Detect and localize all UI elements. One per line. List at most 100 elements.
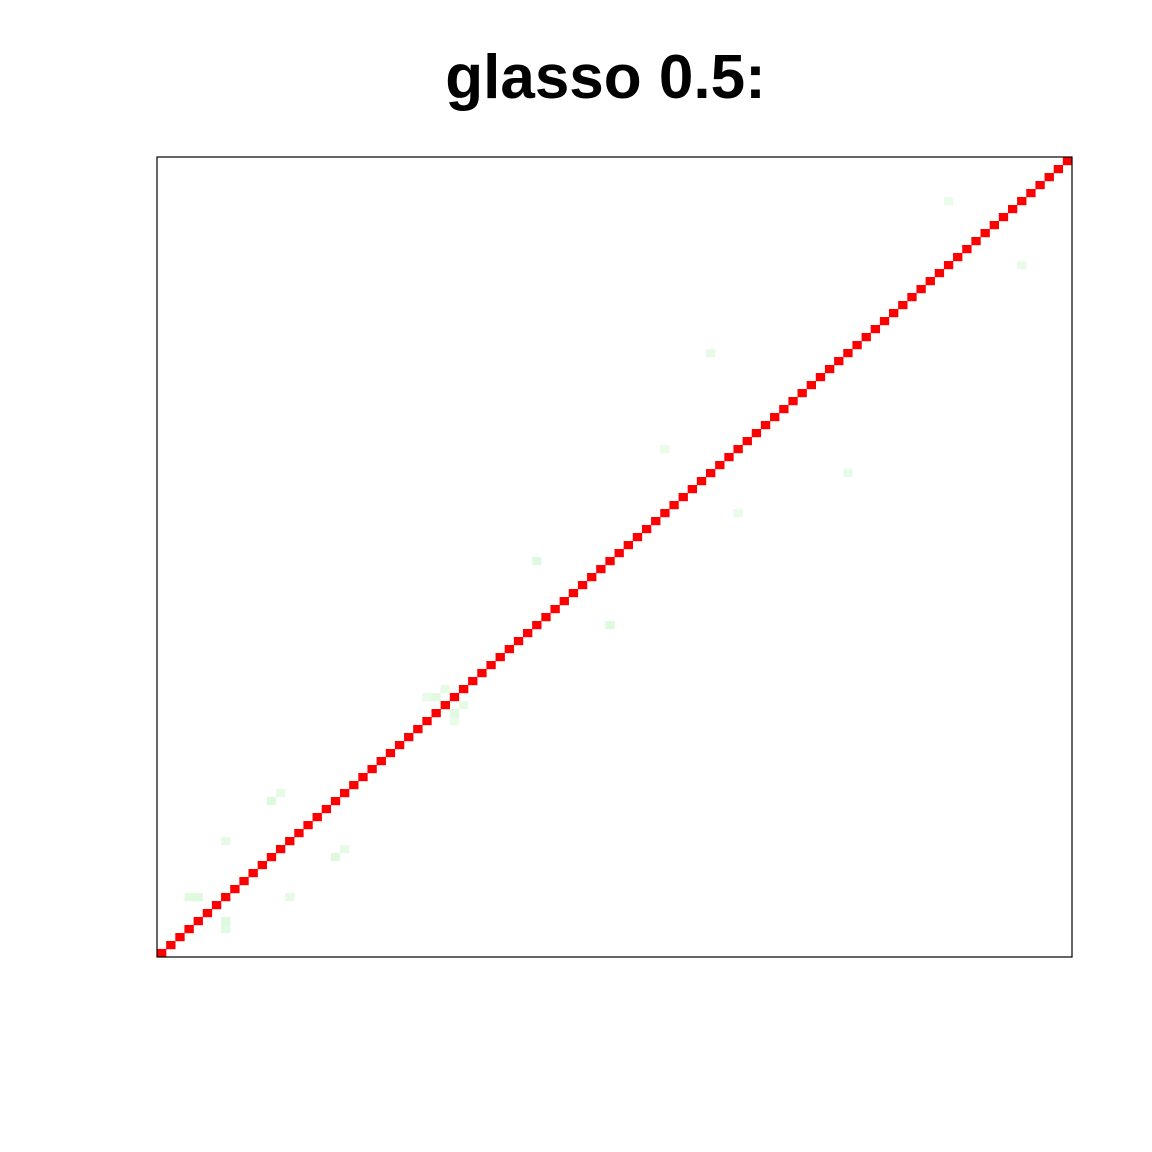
diagonal-cell bbox=[678, 493, 688, 502]
diagonal-cell bbox=[706, 469, 716, 478]
diagonal-cell bbox=[843, 349, 853, 358]
diagonal-cell bbox=[724, 453, 734, 462]
diagonal-cell bbox=[211, 901, 222, 910]
diagonal-cell bbox=[285, 837, 295, 846]
diagonal-cell bbox=[559, 597, 569, 606]
diagonal-cell bbox=[715, 461, 725, 470]
diagonal-cell bbox=[632, 533, 643, 542]
diagonal-cell bbox=[651, 517, 661, 526]
diagonal-cell bbox=[166, 941, 176, 950]
diagonal-cell bbox=[1053, 165, 1064, 174]
diagonal-cell bbox=[953, 253, 963, 262]
diagonal-cell bbox=[760, 421, 771, 430]
heatmap-cell bbox=[275, 789, 286, 798]
diagonal-cell bbox=[815, 373, 826, 382]
heatmap-cell bbox=[221, 837, 231, 846]
heatmap-cell bbox=[266, 797, 277, 806]
chart-title: glasso 0.5: bbox=[445, 43, 766, 112]
diagonal-cell bbox=[157, 949, 167, 958]
diagonal-cell bbox=[440, 701, 450, 710]
diagonal-cell bbox=[733, 445, 743, 454]
diagonal-cell bbox=[458, 685, 469, 694]
diagonal-cell bbox=[330, 797, 341, 806]
diagonal-cell bbox=[513, 637, 524, 646]
heatmap-cell bbox=[458, 701, 469, 710]
heatmap-cell bbox=[843, 469, 853, 478]
diagonal-cell bbox=[889, 309, 899, 318]
diagonal-cell bbox=[1017, 197, 1027, 206]
heatmap-cell bbox=[706, 349, 716, 358]
diagonal-cell bbox=[340, 789, 350, 798]
diagonal-cell bbox=[623, 541, 633, 550]
diagonal-cell bbox=[358, 773, 368, 782]
diagonal-cell bbox=[934, 269, 945, 278]
heatmap-cell bbox=[943, 197, 954, 206]
diagonal-cell bbox=[770, 413, 780, 422]
diagonal-cell bbox=[504, 645, 515, 654]
diagonal-cell bbox=[532, 621, 542, 630]
diagonal-cell bbox=[614, 549, 624, 558]
diagonal-cell bbox=[861, 333, 871, 342]
diagonal-cell bbox=[806, 381, 816, 390]
diagonal-cell bbox=[870, 325, 881, 334]
diagonal-cell bbox=[1035, 181, 1045, 190]
diagonal-cell bbox=[898, 301, 908, 310]
diagonal-cell bbox=[1044, 173, 1054, 182]
diagonal-cell bbox=[184, 925, 194, 934]
diagonal-cell bbox=[468, 677, 478, 686]
diagonal-cell bbox=[971, 237, 981, 246]
heatmap-cell bbox=[340, 845, 350, 854]
diagonal-cell bbox=[577, 581, 588, 590]
diagonal-cell bbox=[989, 221, 999, 230]
heatmap-cell bbox=[184, 893, 194, 902]
diagonal-cell bbox=[248, 869, 258, 878]
diagonal-cell bbox=[962, 245, 972, 254]
diagonal-cell bbox=[376, 757, 386, 766]
diagonal-cell bbox=[175, 933, 185, 942]
diagonal-cell bbox=[275, 845, 286, 854]
diagonal-cell bbox=[587, 573, 597, 582]
diagonal-cell bbox=[449, 693, 460, 702]
heatmap-cell bbox=[431, 693, 441, 702]
heatmap-cell bbox=[193, 893, 203, 902]
diagonal-cell bbox=[1007, 205, 1018, 214]
diagonal-cell bbox=[431, 709, 441, 718]
diagonal-cell bbox=[1062, 157, 1073, 166]
heatmap-cell bbox=[285, 893, 295, 902]
heatmap-cell bbox=[660, 445, 670, 454]
diagonal-cell bbox=[788, 397, 798, 406]
heatmap-cell bbox=[330, 853, 341, 862]
diagonal-cell bbox=[824, 365, 835, 374]
diagonal-cell bbox=[879, 317, 890, 326]
diagonal-cell bbox=[541, 613, 551, 622]
diagonal-cell bbox=[312, 813, 322, 822]
diagonal-cell bbox=[742, 437, 752, 446]
diagonal-cell bbox=[404, 733, 414, 742]
diagonal-cell bbox=[568, 589, 579, 598]
diagonal-cell bbox=[294, 829, 304, 838]
heatmap-cell bbox=[449, 717, 460, 726]
diagonal-cell bbox=[596, 565, 606, 574]
heatmap-cell bbox=[440, 685, 450, 694]
diagonal-cell bbox=[641, 525, 652, 534]
diagonal-cell bbox=[202, 909, 213, 918]
diagonal-cell bbox=[834, 357, 844, 366]
heatmap-cell bbox=[221, 917, 231, 926]
diagonal-cell bbox=[367, 765, 377, 774]
diagonal-cell bbox=[495, 653, 505, 662]
diagonal-cell bbox=[779, 405, 789, 414]
diagonal-cell bbox=[550, 605, 560, 614]
diagonal-cell bbox=[1026, 189, 1036, 198]
plot-frame bbox=[156, 156, 1073, 958]
diagonal-cell bbox=[303, 821, 313, 830]
diagonal-cell bbox=[239, 877, 249, 886]
diagonal-cell bbox=[687, 485, 698, 494]
diagonal-cell bbox=[385, 749, 396, 758]
diagonal-cell bbox=[477, 669, 487, 678]
diagonal-cell bbox=[852, 341, 862, 350]
heatmap-cell bbox=[532, 557, 542, 566]
diagonal-cell bbox=[980, 229, 990, 238]
diagonal-cell bbox=[193, 917, 203, 926]
diagonal-cell bbox=[605, 557, 615, 566]
